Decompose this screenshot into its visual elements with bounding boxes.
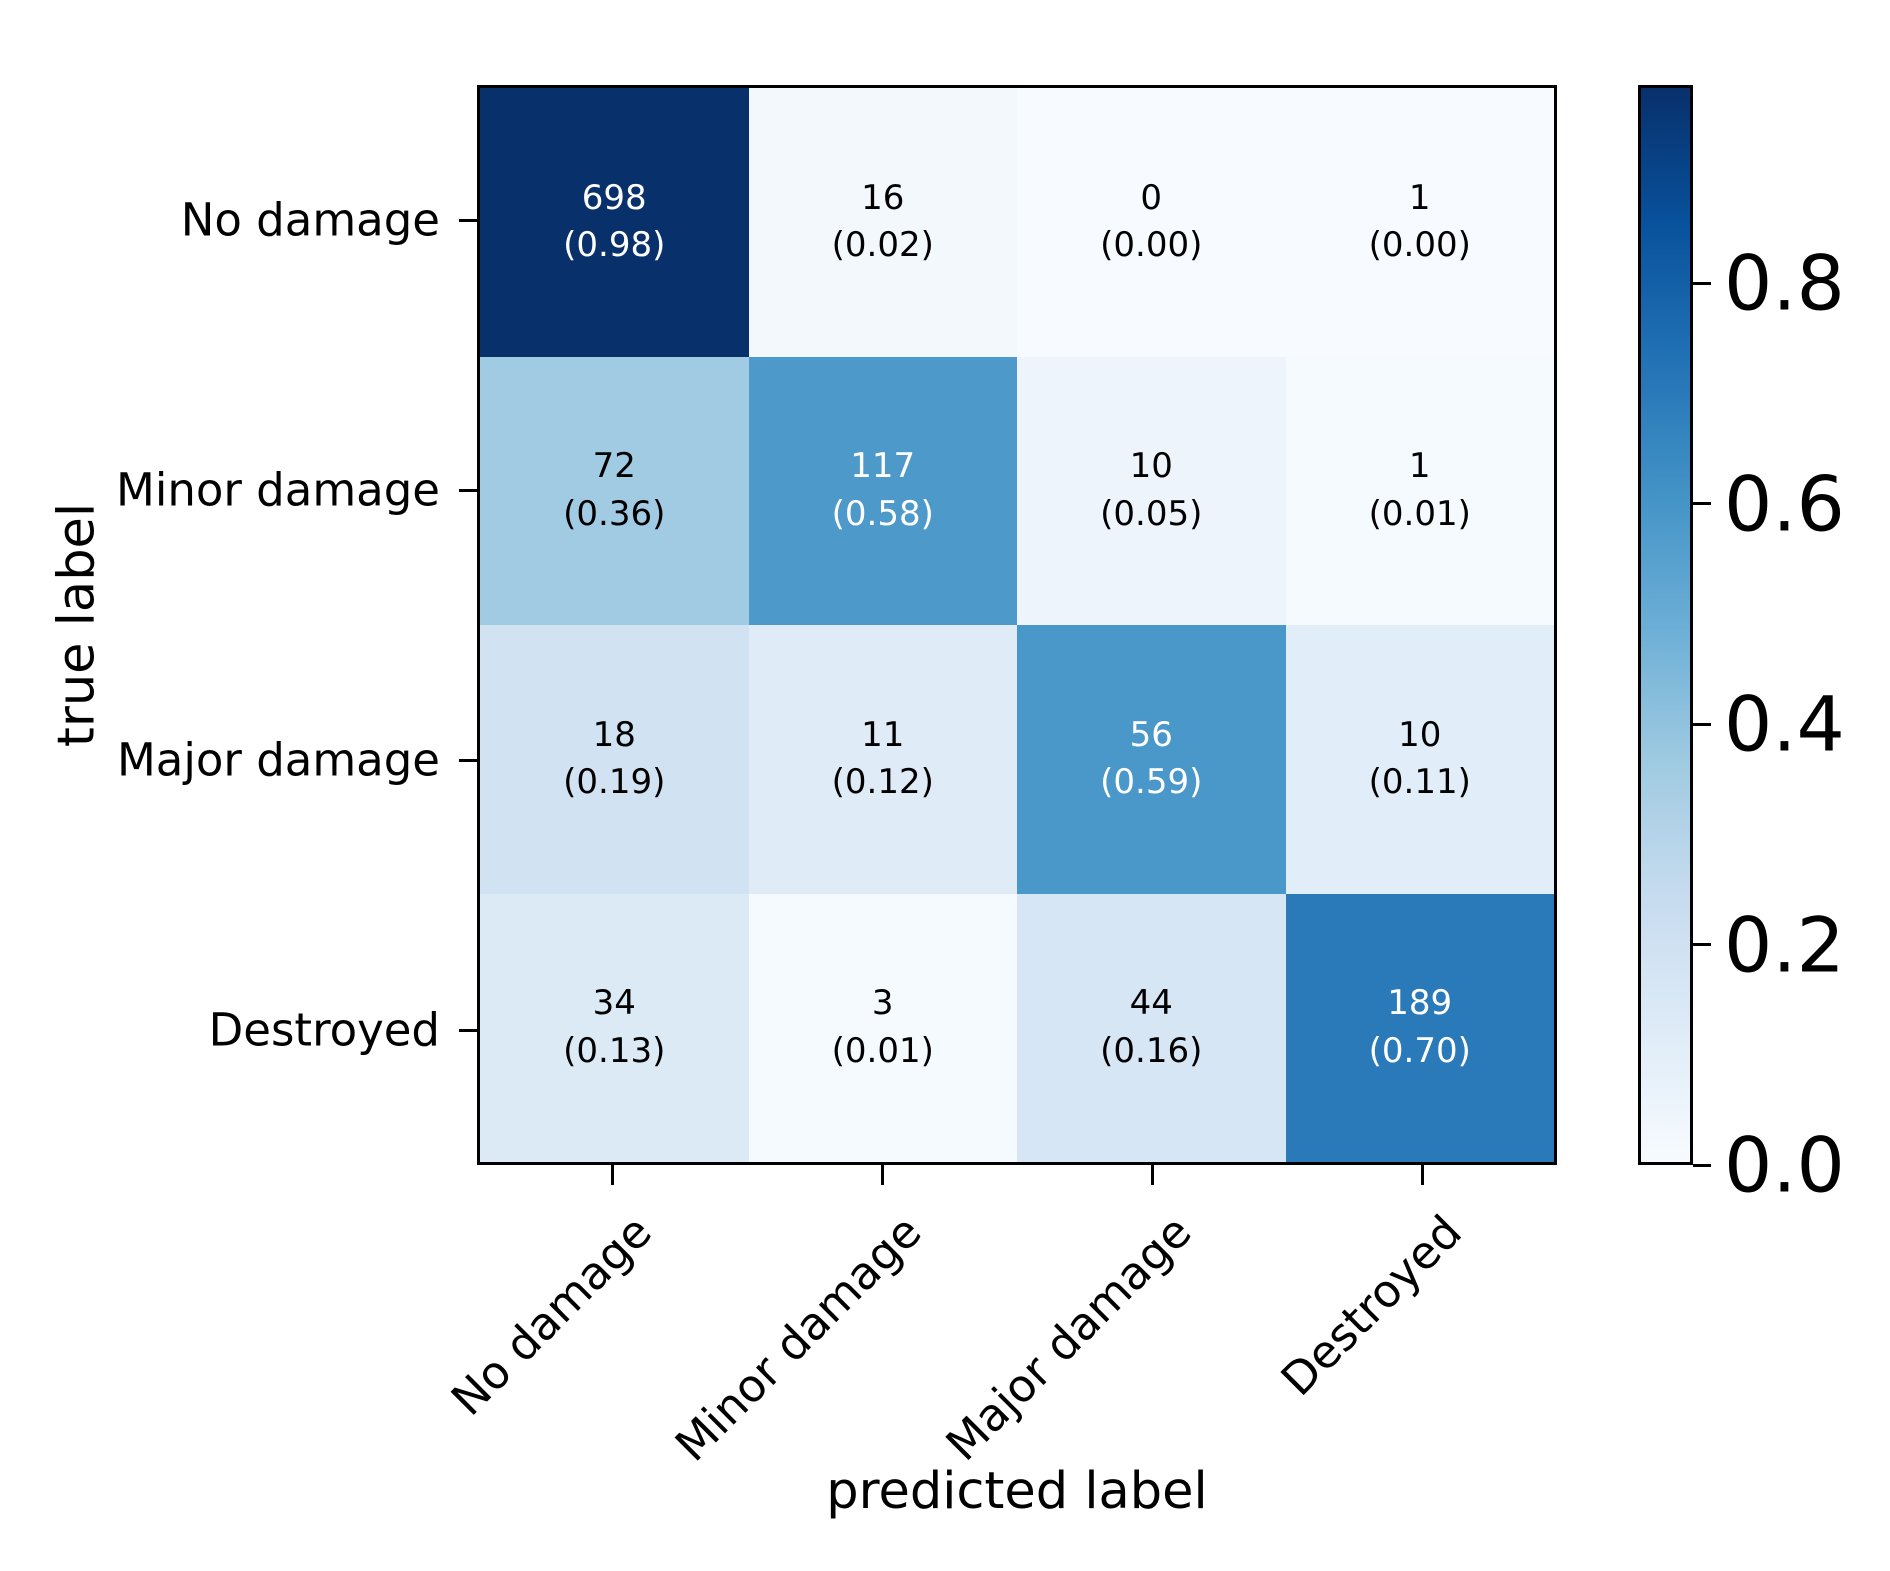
x-tick-mark	[610, 1165, 614, 1185]
cell-count: 698	[581, 177, 647, 218]
x-axis-title: predicted label	[826, 1462, 1208, 1521]
y-tick-mark	[459, 1028, 477, 1032]
cell-count: 18	[592, 714, 636, 755]
y-tick-mark	[459, 218, 477, 222]
cell-fraction: (0.01)	[1368, 493, 1471, 534]
matrix-cell: 10 (0.11)	[1285, 625, 1554, 894]
cell-count: 3	[871, 983, 894, 1024]
x-tick-mark	[880, 1165, 884, 1185]
cell-fraction: (0.12)	[831, 762, 934, 803]
x-tick-label-text: Major damage	[935, 1205, 1202, 1471]
heatmap-plot: 698 (0.98) 16 (0.02) 0 (0.00) 1 (0.00) 72 (0.36) 1…	[477, 85, 1557, 1165]
matrix-cell: 16 (0.02)	[748, 88, 1017, 357]
cell-count: 56	[1129, 714, 1173, 755]
cell-fraction: (0.01)	[831, 1030, 934, 1071]
colorbar-tick-label: 0.4	[1724, 679, 1845, 769]
cell-fraction: (0.00)	[1100, 225, 1203, 266]
colorbar-tick-mark	[1693, 1163, 1711, 1167]
matrix-cell: 56 (0.59)	[1017, 625, 1286, 894]
matrix-cell: 1 (0.01)	[1285, 356, 1554, 625]
cell-fraction: (0.70)	[1368, 1030, 1471, 1071]
colorbar-tick-label: 0.8	[1724, 238, 1845, 328]
cell-count: 1	[1408, 446, 1431, 487]
cell-count: 10	[1129, 446, 1173, 487]
y-axis-title: true label	[47, 502, 107, 748]
colorbar-tick-label: 0.2	[1724, 900, 1845, 990]
x-tick-mark	[1420, 1165, 1424, 1185]
colorbar-tick-mark	[1693, 943, 1711, 947]
colorbar-tick-mark	[1693, 722, 1711, 726]
matrix-cell: 698 (0.98)	[480, 88, 749, 357]
colorbar	[1638, 85, 1693, 1165]
matrix-cell: 189 (0.70)	[1285, 893, 1554, 1162]
matrix-cell: 18 (0.19)	[480, 625, 749, 894]
matrix-cell: 0 (0.00)	[1017, 88, 1286, 357]
cell-fraction: (0.11)	[1368, 762, 1471, 803]
y-tick-label: No damage	[180, 193, 440, 247]
matrix-cell: 44 (0.16)	[1017, 893, 1286, 1162]
cell-fraction: (0.59)	[1100, 762, 1203, 803]
cell-count: 16	[861, 177, 905, 218]
cell-count: 1	[1408, 177, 1431, 218]
x-tick-label-text: No damage	[440, 1205, 662, 1426]
cell-count: 117	[850, 446, 916, 487]
x-tick-label-text: Minor damage	[664, 1205, 932, 1472]
x-tick-label-text: Destroyed	[1270, 1205, 1472, 1407]
cell-fraction: (0.02)	[831, 225, 934, 266]
cell-fraction: (0.98)	[563, 225, 666, 266]
matrix-cell: 117 (0.58)	[748, 356, 1017, 625]
y-tick-mark	[459, 488, 477, 492]
matrix-cell: 3 (0.01)	[748, 893, 1017, 1162]
cell-count: 0	[1140, 177, 1163, 218]
y-tick-label: Destroyed	[208, 1003, 440, 1057]
cell-count: 10	[1398, 714, 1442, 755]
cell-count: 34	[592, 983, 636, 1024]
colorbar-tick-label: 0.6	[1724, 459, 1845, 549]
y-tick-label: Minor damage	[116, 463, 440, 517]
colorbar-tick-mark	[1693, 281, 1711, 285]
cell-fraction: (0.36)	[563, 493, 666, 534]
y-tick-mark	[459, 758, 477, 762]
colorbar-tick-mark	[1693, 502, 1711, 506]
matrix-cell: 72 (0.36)	[480, 356, 749, 625]
y-tick-label: Major damage	[116, 733, 440, 787]
cell-fraction: (0.58)	[831, 493, 934, 534]
matrix-cell: 1 (0.00)	[1285, 88, 1554, 357]
cell-count: 189	[1387, 983, 1453, 1024]
cell-fraction: (0.16)	[1100, 1030, 1203, 1071]
cell-fraction: (0.05)	[1100, 493, 1203, 534]
cell-fraction: (0.13)	[563, 1030, 666, 1071]
cell-fraction: (0.19)	[563, 762, 666, 803]
colorbar-tick-label: 0.0	[1724, 1120, 1845, 1210]
cell-count: 72	[592, 446, 636, 487]
matrix-cell: 34 (0.13)	[480, 893, 749, 1162]
matrix-cell: 11 (0.12)	[748, 625, 1017, 894]
matrix-cell: 10 (0.05)	[1017, 356, 1286, 625]
cell-fraction: (0.00)	[1368, 225, 1471, 266]
cell-count: 44	[1129, 983, 1173, 1024]
x-tick-mark	[1150, 1165, 1154, 1185]
cell-count: 11	[861, 714, 905, 755]
